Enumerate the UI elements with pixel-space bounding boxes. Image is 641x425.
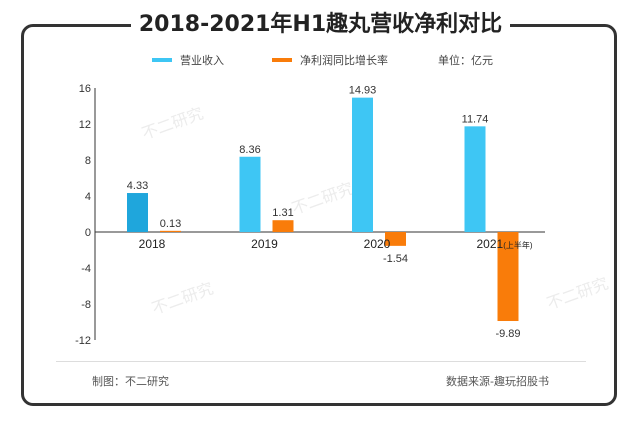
x-tick-label: 2021(上半年): [477, 237, 533, 251]
legend-swatch: [152, 58, 172, 62]
data-label: -9.89: [495, 328, 520, 340]
y-tick-label: 4: [85, 191, 91, 203]
x-tick-label: 2019: [251, 237, 278, 251]
footer-divider: [56, 361, 586, 362]
unit-label: 单位：亿元: [438, 54, 493, 67]
data-label: 11.74: [462, 113, 489, 125]
legend-item-revenue: 营业收入: [152, 52, 224, 68]
bar-profit-growth-2020: [385, 232, 406, 246]
x-tick-label: 2020: [364, 237, 391, 251]
bar-revenue-2021: [464, 126, 486, 232]
bar-profit-growth-2021: [497, 232, 519, 322]
y-tick-label: -4: [81, 263, 91, 275]
y-tick-label: 12: [79, 119, 91, 131]
legend-swatch: [272, 58, 292, 62]
data-label: 14.93: [349, 85, 377, 97]
data-label: 0.13: [160, 218, 181, 230]
x-tick-label: 2018: [139, 237, 166, 251]
y-tick-label: 8: [85, 155, 91, 167]
y-tick-label: -12: [75, 335, 91, 347]
y-tick-label: -8: [81, 299, 91, 311]
bar-revenue-2018: [127, 193, 148, 232]
footer-credit: 制图：不二研究: [92, 375, 169, 388]
data-label: 8.36: [239, 144, 260, 156]
y-tick-label: 0: [85, 227, 91, 239]
x-tick-suffix: (上半年): [503, 240, 533, 250]
bar-profit-growth-2019: [272, 220, 294, 232]
data-label: -1.54: [383, 253, 408, 265]
footer-source: 数据来源-趣玩招股书: [446, 375, 549, 388]
bar-revenue-2020: [352, 97, 373, 232]
legend-item-profit-growth: 净利润同比增长率: [272, 52, 388, 68]
bar-revenue-2019: [239, 156, 261, 232]
bar-profit-growth-2018: [160, 230, 181, 232]
data-label: 1.31: [272, 207, 293, 219]
y-tick-label: 16: [79, 83, 91, 95]
chart-title: 2018-2021年H1趣丸营收净利对比: [0, 6, 641, 38]
data-label: 4.33: [127, 180, 148, 192]
